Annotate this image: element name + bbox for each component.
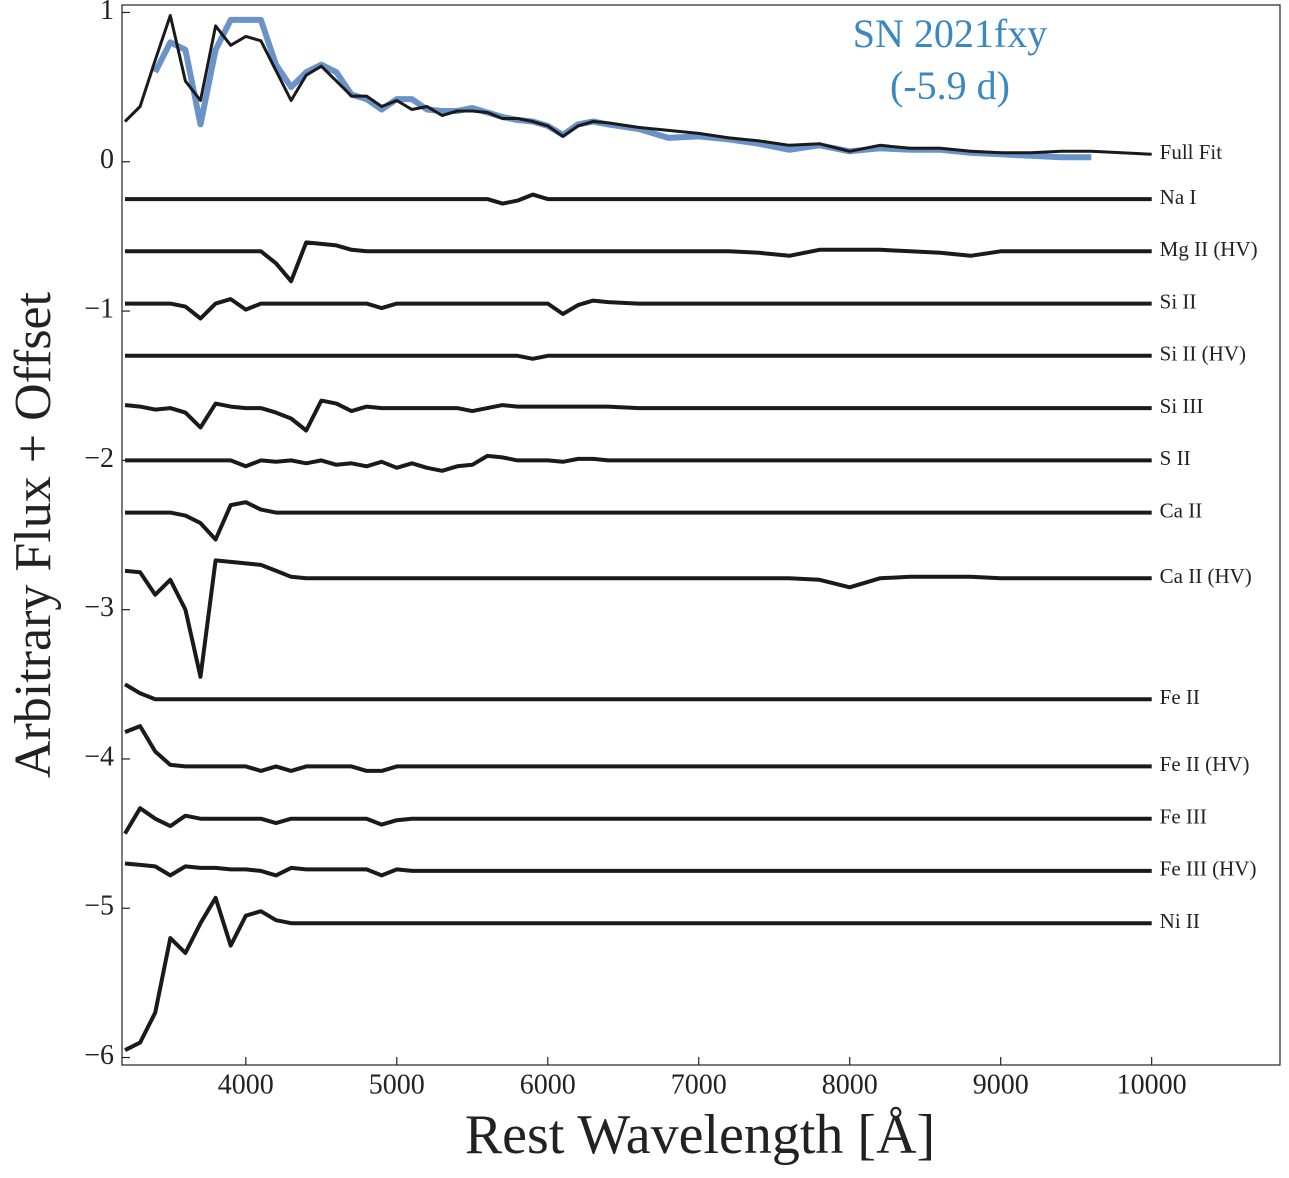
y-tick-label: −1	[84, 293, 114, 324]
x-tick-label: 6000	[520, 1069, 576, 1100]
series-line	[124, 558, 1152, 679]
plot-frame	[121, 4, 1281, 1066]
annotation: SN 2021fxy	[853, 11, 1047, 56]
y-tick-label: −4	[84, 741, 114, 772]
y-tick-label: 0	[100, 144, 114, 175]
series-line	[124, 398, 1152, 433]
series-line	[124, 861, 1152, 878]
series-label: Mg II (HV)	[1160, 237, 1258, 261]
y-axis-label: Arbitrary Flux + Offset	[5, 291, 62, 778]
y-tick-label: −3	[84, 592, 114, 623]
x-tick-label: 8000	[822, 1069, 878, 1100]
y-tick-label: −5	[84, 891, 114, 922]
series-label: Si III	[1160, 394, 1204, 418]
series-line	[125, 297, 1152, 321]
series-line	[123, 806, 1152, 835]
series-label: Fe III (HV)	[1160, 857, 1257, 881]
series-line	[125, 240, 1152, 284]
series-label: Na I	[1160, 185, 1197, 209]
series-label: Fe III	[1160, 804, 1207, 828]
series-line	[125, 500, 1152, 542]
y-tick-label: −2	[84, 443, 114, 474]
series-label: Ca II (HV)	[1160, 564, 1252, 588]
x-tick-label: 5000	[369, 1069, 425, 1100]
series-line	[124, 895, 1152, 1052]
series-label: Ca II	[1160, 498, 1203, 522]
series-line	[125, 353, 1152, 361]
series-line	[123, 14, 1152, 156]
series-line	[125, 453, 1152, 473]
series-line	[123, 682, 1152, 702]
series-label: Fe II	[1160, 685, 1200, 709]
x-axis-label: Rest Wavelength [Å]	[465, 1104, 935, 1166]
x-tick-label: 4000	[218, 1069, 274, 1100]
x-tick-label: 10000	[1117, 1069, 1187, 1100]
series-label: Ni II	[1160, 909, 1200, 933]
series-line	[124, 724, 1152, 773]
y-tick-label: −6	[84, 1040, 114, 1071]
series-label: Full Fit	[1160, 140, 1223, 164]
x-tick-label: 7000	[671, 1069, 727, 1100]
series-label: Si II (HV)	[1160, 342, 1246, 366]
series-label: S II	[1160, 446, 1191, 470]
series-label: Fe II (HV)	[1160, 752, 1250, 776]
y-tick-label: 1	[100, 0, 114, 26]
x-tick-label: 9000	[973, 1069, 1029, 1100]
series-label: Si II	[1160, 289, 1197, 313]
annotation: (-5.9 d)	[890, 63, 1010, 108]
series-line	[125, 192, 1152, 206]
